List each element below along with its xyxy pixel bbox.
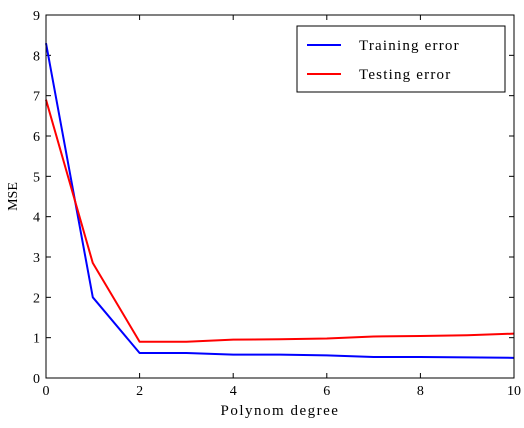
y-tick-label: 1 (33, 332, 40, 347)
x-axis-label: Polynom degree (221, 403, 340, 419)
series-lines (45, 43, 515, 359)
y-tick-label: 9 (33, 9, 40, 24)
series-line-testing-error (45, 99, 515, 343)
y-tick-label: 7 (33, 90, 40, 105)
legend-label: Testing error (359, 67, 451, 83)
legend: Training error Testing error (296, 25, 506, 93)
y-tick-label: 6 (33, 130, 40, 145)
x-tick-label: 2 (136, 384, 143, 399)
y-tick-label: 3 (33, 251, 40, 266)
axes: 0 2 4 6 8 10 0 1 2 3 4 5 6 7 8 9 (33, 9, 521, 399)
legend-box (296, 25, 506, 93)
y-tick-label: 0 (33, 372, 40, 387)
y-tick-label: 5 (33, 170, 40, 185)
y-tick-label: 2 (33, 291, 40, 306)
y-axis-label: MSE (6, 182, 21, 211)
x-tick-label: 6 (323, 384, 330, 399)
plot-frame (45, 14, 515, 379)
legend-label: Training error (359, 38, 460, 54)
series-line-training-error (45, 43, 515, 359)
y-tick-label: 8 (33, 49, 40, 64)
x-tick-label: 0 (43, 384, 50, 399)
x-tick-label: 4 (230, 384, 237, 399)
x-tick-label: 10 (507, 384, 521, 399)
y-tick-label: 4 (33, 211, 40, 226)
x-tick-label: 8 (417, 384, 424, 399)
